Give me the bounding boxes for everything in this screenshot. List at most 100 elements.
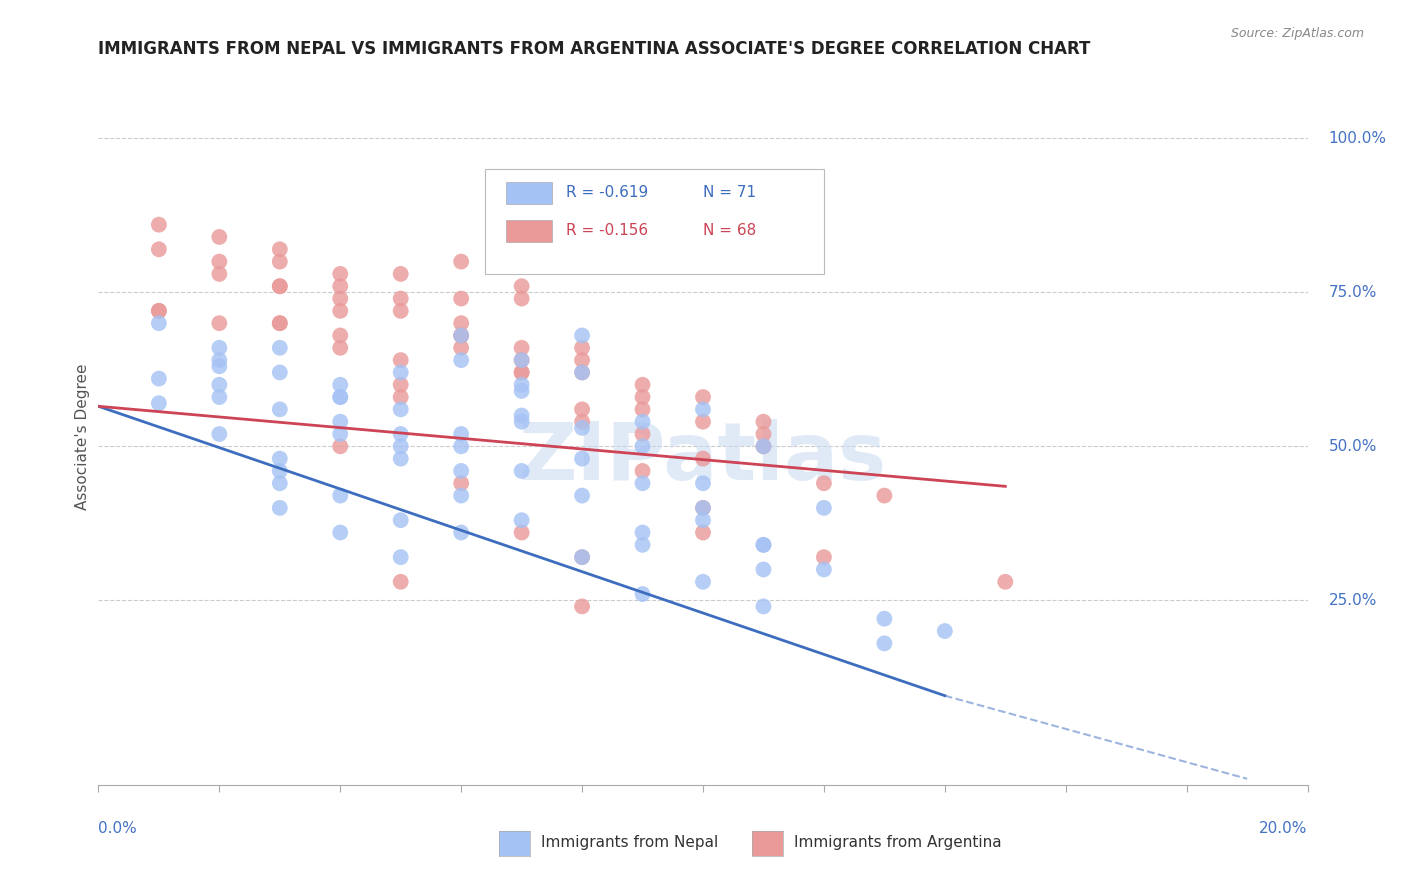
Point	[450, 316, 472, 330]
Point	[269, 464, 291, 478]
Point	[208, 316, 231, 330]
Point	[148, 303, 170, 318]
Point	[571, 328, 593, 343]
Point	[510, 341, 533, 355]
Text: Source: ZipAtlas.com: Source: ZipAtlas.com	[1230, 27, 1364, 40]
Point	[692, 500, 714, 515]
Point	[571, 353, 593, 368]
Point	[692, 513, 714, 527]
Point	[329, 427, 352, 442]
Point	[571, 599, 593, 614]
Point	[510, 205, 533, 219]
Point	[631, 254, 654, 268]
Point	[389, 366, 412, 380]
Point	[631, 587, 654, 601]
Point	[692, 574, 714, 589]
Point	[813, 476, 835, 491]
Point	[450, 476, 472, 491]
Point	[450, 353, 472, 368]
Point	[450, 341, 472, 355]
Point	[329, 390, 352, 404]
Point	[510, 366, 533, 380]
Point	[510, 279, 533, 293]
Point	[631, 525, 654, 540]
Point	[631, 538, 654, 552]
Point	[269, 279, 291, 293]
Point	[208, 377, 231, 392]
Point	[329, 292, 352, 306]
Text: 50.0%: 50.0%	[1329, 439, 1376, 454]
Point	[510, 292, 533, 306]
Point	[752, 415, 775, 429]
Bar	[506, 220, 551, 243]
Point	[813, 500, 835, 515]
Point	[208, 359, 231, 374]
Point	[752, 538, 775, 552]
Point	[752, 538, 775, 552]
Point	[269, 500, 291, 515]
Point	[389, 377, 412, 392]
Text: 20.0%: 20.0%	[1260, 821, 1308, 836]
Point	[329, 489, 352, 503]
Text: 0.0%: 0.0%	[98, 821, 138, 836]
Point	[329, 279, 352, 293]
Point	[631, 427, 654, 442]
Point	[692, 451, 714, 466]
Point	[994, 574, 1017, 589]
Point	[631, 377, 654, 392]
Point	[389, 439, 412, 453]
Point	[873, 489, 896, 503]
Text: N = 68: N = 68	[703, 223, 756, 238]
Point	[873, 612, 896, 626]
Point	[571, 402, 593, 417]
Point	[269, 451, 291, 466]
Point	[571, 415, 593, 429]
Point	[571, 550, 593, 565]
Point	[269, 279, 291, 293]
Point	[148, 242, 170, 256]
Bar	[506, 182, 551, 204]
Point	[450, 292, 472, 306]
Point	[389, 574, 412, 589]
Point	[329, 439, 352, 453]
Point	[208, 230, 231, 244]
Point	[148, 396, 170, 410]
Point	[148, 316, 170, 330]
Point	[269, 402, 291, 417]
Point	[631, 390, 654, 404]
Point	[269, 242, 291, 256]
Point	[208, 341, 231, 355]
Text: IMMIGRANTS FROM NEPAL VS IMMIGRANTS FROM ARGENTINA ASSOCIATE'S DEGREE CORRELATIO: IMMIGRANTS FROM NEPAL VS IMMIGRANTS FROM…	[98, 40, 1091, 58]
Point	[208, 390, 231, 404]
Point	[389, 427, 412, 442]
Point	[510, 525, 533, 540]
Point	[571, 489, 593, 503]
Point	[510, 384, 533, 398]
Point	[571, 421, 593, 435]
Point	[631, 402, 654, 417]
Point	[269, 341, 291, 355]
Point	[450, 489, 472, 503]
Point	[510, 353, 533, 368]
Y-axis label: Associate's Degree: Associate's Degree	[75, 364, 90, 510]
Text: 100.0%: 100.0%	[1329, 131, 1386, 146]
Point	[934, 624, 956, 638]
Point	[813, 562, 835, 576]
Text: ZIPatlas: ZIPatlas	[519, 419, 887, 497]
Point	[571, 366, 593, 380]
Point	[269, 254, 291, 268]
Text: 75.0%: 75.0%	[1329, 285, 1376, 300]
Point	[510, 409, 533, 423]
Point	[389, 513, 412, 527]
Point	[510, 513, 533, 527]
Point	[752, 439, 775, 453]
Point	[450, 439, 472, 453]
Point	[329, 377, 352, 392]
Point	[752, 427, 775, 442]
Point	[510, 366, 533, 380]
Point	[329, 525, 352, 540]
Point	[208, 353, 231, 368]
Point	[329, 303, 352, 318]
Text: Immigrants from Argentina: Immigrants from Argentina	[794, 836, 1002, 850]
Point	[450, 254, 472, 268]
